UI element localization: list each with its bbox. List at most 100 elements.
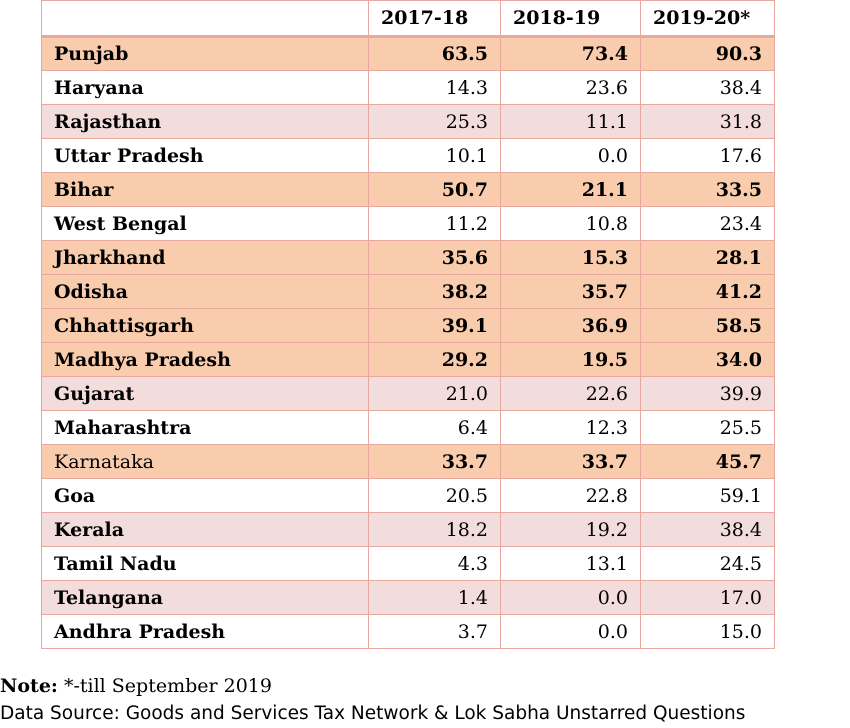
table-row: Rajasthan 25.3 11.1 31.8 bbox=[41, 104, 775, 139]
header-2019-20: 2019-20* bbox=[640, 0, 775, 38]
table-row: West Bengal 11.2 10.8 23.4 bbox=[41, 206, 775, 241]
value-2017-18: 6.4 bbox=[368, 410, 501, 445]
value-2018-19: 36.9 bbox=[500, 308, 641, 343]
table-row: Andhra Pradesh 3.7 0.0 15.0 bbox=[41, 614, 775, 649]
value-2019-20: 25.5 bbox=[640, 410, 775, 445]
value-2018-19: 33.7 bbox=[500, 444, 641, 479]
data-table: 2017-18 2018-19 2019-20* Punjab 63.5 73.4 9… bbox=[41, 0, 775, 649]
value-2019-20: 39.9 bbox=[640, 376, 775, 411]
value-2017-18: 29.2 bbox=[368, 342, 501, 377]
data-source: Data Source: Goods and Services Tax Netw… bbox=[0, 703, 746, 724]
value-2019-20: 23.4 bbox=[640, 206, 775, 241]
table-row: Jharkhand 35.6 15.3 28.1 bbox=[41, 240, 775, 275]
value-2017-18: 33.7 bbox=[368, 444, 501, 479]
value-2017-18: 1.4 bbox=[368, 580, 501, 615]
value-2019-20: 15.0 bbox=[640, 614, 775, 649]
value-2017-18: 63.5 bbox=[368, 36, 501, 71]
value-2018-19: 13.1 bbox=[500, 546, 641, 581]
state-cell: Chhattisgarh bbox=[41, 308, 369, 343]
value-2019-20: 17.6 bbox=[640, 138, 775, 173]
value-2017-18: 18.2 bbox=[368, 512, 501, 547]
value-2018-19: 22.8 bbox=[500, 478, 641, 513]
header-2018-19: 2018-19 bbox=[500, 0, 641, 38]
value-2019-20: 33.5 bbox=[640, 172, 775, 207]
value-2018-19: 0.0 bbox=[500, 580, 641, 615]
state-cell: Andhra Pradesh bbox=[41, 614, 369, 649]
value-2017-18: 14.3 bbox=[368, 70, 501, 105]
table-header-row: 2017-18 2018-19 2019-20* bbox=[41, 0, 775, 38]
value-2018-19: 73.4 bbox=[500, 36, 641, 71]
table-body: Punjab 63.5 73.4 90.3 Haryana 14.3 23.6 38.4 Raj… bbox=[41, 36, 775, 649]
value-2018-19: 22.6 bbox=[500, 376, 641, 411]
state-cell: Kerala bbox=[41, 512, 369, 547]
value-2018-19: 15.3 bbox=[500, 240, 641, 275]
header-2017-18: 2017-18 bbox=[368, 0, 501, 38]
value-2019-20: 58.5 bbox=[640, 308, 775, 343]
value-2018-19: 23.6 bbox=[500, 70, 641, 105]
value-2019-20: 45.7 bbox=[640, 444, 775, 479]
value-2017-18: 21.0 bbox=[368, 376, 501, 411]
table-row: Tamil Nadu 4.3 13.1 24.5 bbox=[41, 546, 775, 581]
value-2019-20: 38.4 bbox=[640, 70, 775, 105]
value-2018-19: 11.1 bbox=[500, 104, 641, 139]
value-2019-20: 59.1 bbox=[640, 478, 775, 513]
value-2019-20: 28.1 bbox=[640, 240, 775, 275]
state-cell: Telangana bbox=[41, 580, 369, 615]
table-row: Gujarat 21.0 22.6 39.9 bbox=[41, 376, 775, 411]
state-cell: Jharkhand bbox=[41, 240, 369, 275]
state-cell: Rajasthan bbox=[41, 104, 369, 139]
value-2017-18: 35.6 bbox=[368, 240, 501, 275]
state-cell: Haryana bbox=[41, 70, 369, 105]
value-2017-18: 39.1 bbox=[368, 308, 501, 343]
value-2017-18: 3.7 bbox=[368, 614, 501, 649]
value-2017-18: 38.2 bbox=[368, 274, 501, 309]
value-2017-18: 50.7 bbox=[368, 172, 501, 207]
value-2019-20: 41.2 bbox=[640, 274, 775, 309]
table-row: Madhya Pradesh 29.2 19.5 34.0 bbox=[41, 342, 775, 377]
notes-block: Note: *-till September 2019 Data Source:… bbox=[0, 672, 850, 728]
state-cell: Maharashtra bbox=[41, 410, 369, 445]
value-2018-19: 0.0 bbox=[500, 614, 641, 649]
state-cell: Goa bbox=[41, 478, 369, 513]
value-2018-19: 35.7 bbox=[500, 274, 641, 309]
table-row: Chhattisgarh 39.1 36.9 58.5 bbox=[41, 308, 775, 343]
table-row: Bihar 50.7 21.1 33.5 bbox=[41, 172, 775, 207]
value-2019-20: 38.4 bbox=[640, 512, 775, 547]
state-cell: Bihar bbox=[41, 172, 369, 207]
value-2019-20: 90.3 bbox=[640, 36, 775, 71]
value-2018-19: 19.2 bbox=[500, 512, 641, 547]
state-cell: Uttar Pradesh bbox=[41, 138, 369, 173]
value-2018-19: 0.0 bbox=[500, 138, 641, 173]
value-2019-20: 34.0 bbox=[640, 342, 775, 377]
table-row: Kerala 18.2 19.2 38.4 bbox=[41, 512, 775, 547]
value-2017-18: 25.3 bbox=[368, 104, 501, 139]
value-2017-18: 20.5 bbox=[368, 478, 501, 513]
table-row: Goa 20.5 22.8 59.1 bbox=[41, 478, 775, 513]
value-2018-19: 21.1 bbox=[500, 172, 641, 207]
note-label: Note: bbox=[0, 675, 58, 697]
header-state bbox=[41, 0, 369, 38]
table-row: Punjab 63.5 73.4 90.3 bbox=[41, 36, 775, 71]
state-cell: Madhya Pradesh bbox=[41, 342, 369, 377]
table-container: 2017-18 2018-19 2019-20* Punjab 63.5 73.4 9… bbox=[41, 0, 775, 649]
table-row: Odisha 38.2 35.7 41.2 bbox=[41, 274, 775, 309]
value-2017-18: 11.2 bbox=[368, 206, 501, 241]
state-cell: Gujarat bbox=[41, 376, 369, 411]
state-cell: Odisha bbox=[41, 274, 369, 309]
value-2019-20: 17.0 bbox=[640, 580, 775, 615]
value-2018-19: 12.3 bbox=[500, 410, 641, 445]
value-2019-20: 24.5 bbox=[640, 546, 775, 581]
value-2018-19: 10.8 bbox=[500, 206, 641, 241]
state-cell: Punjab bbox=[41, 36, 369, 71]
state-cell: Karnataka bbox=[41, 444, 369, 479]
value-2019-20: 31.8 bbox=[640, 104, 775, 139]
value-2017-18: 10.1 bbox=[368, 138, 501, 173]
table-row: Karnataka 33.7 33.7 45.7 bbox=[41, 444, 775, 479]
state-cell: West Bengal bbox=[41, 206, 369, 241]
table-row: Haryana 14.3 23.6 38.4 bbox=[41, 70, 775, 105]
note-text: *-till September 2019 bbox=[57, 675, 272, 697]
table-row: Maharashtra 6.4 12.3 25.5 bbox=[41, 410, 775, 445]
value-2017-18: 4.3 bbox=[368, 546, 501, 581]
note-line: Note: *-till September 2019 bbox=[0, 672, 850, 700]
table-row: Uttar Pradesh 10.1 0.0 17.6 bbox=[41, 138, 775, 173]
